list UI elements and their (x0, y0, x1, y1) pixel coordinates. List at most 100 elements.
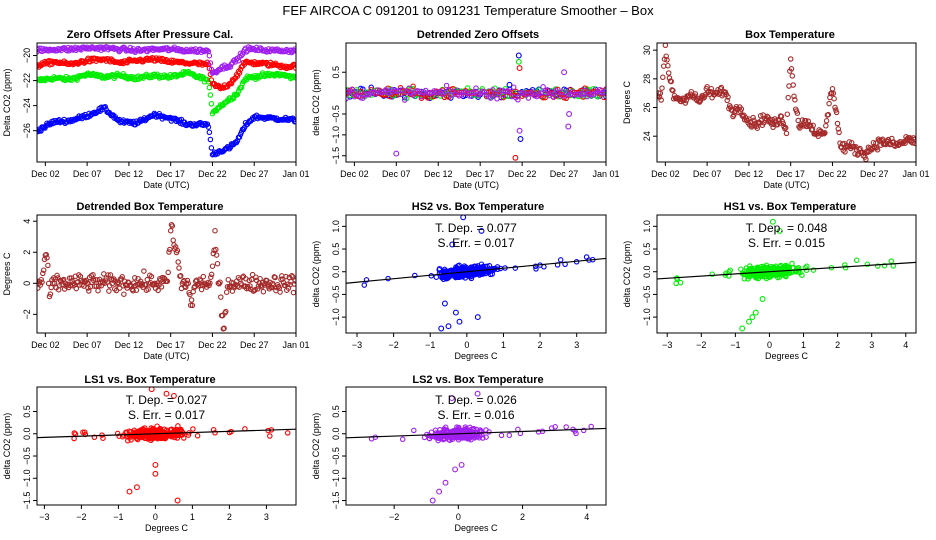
data-point (107, 272, 114, 278)
data-point (758, 273, 765, 280)
data-point (169, 223, 176, 229)
data-point (834, 120, 841, 127)
y-axis-label: Degrees C (2, 252, 12, 296)
data-point (206, 129, 213, 136)
data-point (456, 262, 462, 269)
data-point (452, 309, 459, 316)
x-tick-label: Dec 02 (651, 169, 680, 179)
data-point (784, 111, 791, 117)
data-point (264, 48, 271, 55)
plot-frame (345, 42, 607, 163)
y-axis-label: delta CO2 (ppm) (311, 69, 321, 136)
data-point (212, 227, 218, 234)
data-point (102, 103, 108, 110)
data-point (533, 266, 539, 272)
data-point (401, 97, 408, 103)
data-point (272, 274, 278, 281)
data-point (177, 273, 184, 279)
data-point (563, 424, 569, 430)
data-point (668, 78, 674, 85)
data-points (37, 43, 296, 158)
data-point (478, 261, 485, 267)
data-point (787, 56, 794, 62)
data-point (746, 318, 752, 325)
data-point (184, 277, 191, 284)
data-point (225, 276, 232, 283)
data-point (254, 286, 261, 292)
data-point (767, 116, 773, 123)
data-point (822, 130, 828, 136)
data-point (780, 120, 786, 127)
data-point (454, 87, 460, 93)
data-point (775, 274, 781, 281)
data-point (436, 488, 443, 495)
x-tick-label: −3 (352, 340, 362, 350)
data-point (121, 291, 127, 297)
x-tick-label: 2 (520, 512, 525, 522)
data-point (823, 118, 830, 124)
data-point (483, 434, 489, 440)
data-point (660, 74, 666, 81)
data-point (101, 280, 108, 286)
x-tick-label: 2 (538, 340, 543, 350)
data-point (778, 113, 785, 120)
stat-text: S. Err. = 0.017 (128, 408, 205, 422)
data-point (541, 264, 547, 270)
x-axis-label: Degrees C (454, 351, 498, 361)
data-point (255, 283, 262, 289)
x-axis-label: Date (UTC) (453, 180, 499, 190)
x-tick-label: Dec 22 (818, 169, 847, 179)
data-point (406, 85, 412, 92)
data-point (776, 267, 782, 273)
y-tick-label: 2 (22, 250, 32, 255)
data-point (830, 90, 837, 97)
y-tick-label: 0.5 (331, 405, 341, 418)
x-tick-label: 3 (869, 340, 874, 350)
x-tick-label: Dec 12 (424, 169, 453, 179)
x-tick-label: −2 (389, 512, 399, 522)
x-tick-label: Dec 07 (73, 340, 102, 350)
data-point (516, 65, 523, 72)
data-point (752, 274, 759, 281)
x-tick-label: Dec 27 (550, 169, 579, 179)
data-point (440, 428, 447, 435)
x-tick-label: −1 (425, 340, 435, 350)
data-point (217, 279, 223, 285)
data-point (198, 286, 205, 293)
x-tick-label: 2 (835, 340, 840, 350)
data-point (213, 246, 219, 253)
data-point (440, 436, 447, 443)
data-point (346, 96, 349, 102)
data-point (267, 433, 273, 439)
chart-title: HS2 vs. Box Temperature (412, 201, 544, 213)
data-point (752, 309, 759, 316)
data-point (441, 300, 448, 307)
data-point (443, 272, 449, 279)
data-point (399, 436, 406, 443)
data-point (207, 92, 214, 98)
data-point (731, 112, 737, 118)
data-point (749, 314, 756, 321)
data-point (174, 247, 181, 254)
data-point (456, 318, 463, 325)
data-point (429, 497, 436, 504)
data-point (236, 134, 243, 140)
data-point (174, 427, 181, 433)
data-point (182, 284, 189, 291)
y-tick-label: −1.5 (22, 492, 32, 510)
data-point (875, 263, 881, 269)
data-point (725, 94, 731, 100)
data-point (145, 430, 152, 436)
data-point (704, 84, 710, 90)
y-tick-label: −1.5 (331, 147, 341, 165)
data-point (832, 104, 838, 111)
x-tick-label: 2 (227, 512, 232, 522)
data-point (141, 427, 147, 433)
x-tick-label: 0 (456, 512, 461, 522)
data-point (804, 263, 810, 270)
data-point (519, 89, 525, 96)
x-tick-label: Dec 22 (198, 169, 227, 179)
data-point (95, 287, 101, 294)
data-point (739, 325, 746, 332)
